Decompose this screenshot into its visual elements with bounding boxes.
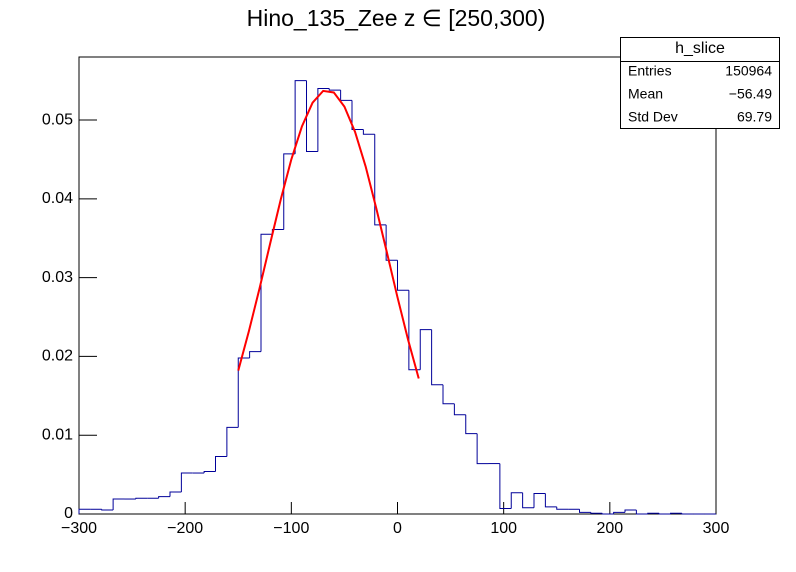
x-tick-label: −300 [61,520,97,537]
y-tick-label: 0.01 [42,426,73,443]
histogram-bin [431,329,444,386]
x-tick-label: 0 [393,520,402,537]
histogram-bin [135,497,148,500]
stats-label: Std Dev [628,109,678,125]
y-tick-label: 0.02 [42,348,73,365]
histogram-bin [158,496,170,499]
fit-curve [237,89,420,379]
y-tick-label: 0.03 [42,269,73,286]
histogram-bin [658,513,671,515]
stats-value: 69.79 [737,109,772,125]
x-tick-label: 100 [490,520,517,537]
y-tick-label: 0 [64,505,73,522]
histogram-bin [112,498,125,511]
stats-label: Entries [628,63,672,79]
histogram-bin [601,513,614,515]
stats-label: Mean [628,86,663,102]
histogram-bin [351,100,364,130]
histogram-bin [249,351,262,358]
histogram-bin [78,508,91,514]
histogram-bin [180,472,193,492]
histogram-bin [442,384,455,405]
histogram-bin [635,510,648,515]
histogram-bin [681,513,694,515]
histogram-bin [385,224,398,261]
histogram-bin [294,80,307,154]
stats-frame [620,37,780,129]
histogram-bin [317,88,330,152]
stats-title: h_slice [675,40,725,57]
histogram-bin [283,153,296,230]
histogram-bin [328,88,341,91]
histogram-bin [374,134,387,226]
histogram-bin [226,426,239,457]
histogram-bin [260,233,273,352]
y-tick-label: 0.04 [42,190,73,207]
stats-value: 150964 [725,63,772,79]
histogram-bin [214,455,227,472]
histogram-bin [533,493,546,508]
histogram-bin [522,492,534,509]
histogram-bin [465,414,478,435]
histogram-bin [476,433,489,465]
stats-box: h_slice Entries 150964 Mean −56.49 Std D… [620,37,780,129]
histogram-bin [613,511,626,514]
histogram-bin [237,357,250,428]
x-tick-label: 300 [703,520,730,537]
histogram-bin [499,463,512,509]
histogram-bin [647,512,660,514]
histogram-bin [556,506,569,510]
histogram-bin [510,492,523,509]
stats-value: −56.49 [729,86,772,102]
histogram-bin [169,491,182,497]
x-tick-label: −100 [273,520,309,537]
histogram-bin [544,493,557,508]
histogram-bin [669,512,682,514]
histogram-bin [306,80,318,153]
y-tick-label: 0.05 [42,111,73,128]
histogram-bin [203,470,216,474]
histogram-bin [419,329,432,370]
x-tick-label: −200 [167,520,203,537]
histogram-bin [362,129,375,135]
histogram-bin [579,509,591,513]
chart-title: Hino_135_Zee z ∈ [250,300) [247,5,546,31]
histogram-bin [397,260,409,291]
x-tick-label: 200 [596,520,623,537]
histogram-bin [101,509,114,511]
histogram-bin [453,403,466,416]
histogram-bin [624,509,637,513]
histogram-bin [590,512,603,514]
